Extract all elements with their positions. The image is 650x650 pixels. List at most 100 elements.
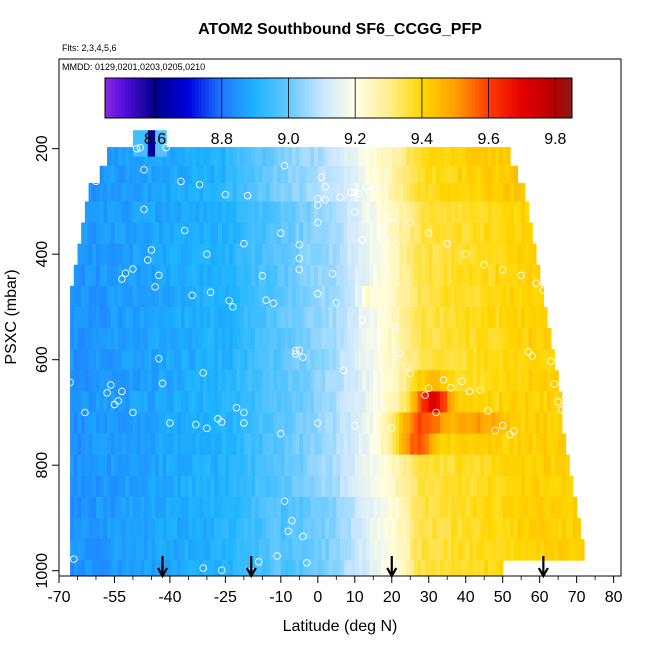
sample-marker bbox=[532, 279, 540, 287]
heatmap-cell bbox=[406, 147, 411, 167]
heatmap-cell bbox=[95, 370, 101, 392]
sample-marker bbox=[351, 421, 359, 430]
colorbar-swatch bbox=[208, 78, 213, 118]
heatmap-cell bbox=[73, 391, 79, 413]
heatmap-cell bbox=[110, 264, 116, 287]
heatmap-cell bbox=[236, 560, 241, 576]
colorbar-swatch bbox=[151, 78, 156, 118]
heatmap-cell bbox=[284, 165, 289, 184]
heatmap-cell bbox=[354, 222, 360, 245]
heatmap-cell bbox=[181, 182, 186, 202]
heatmap-cell bbox=[269, 412, 275, 435]
colorbar-swatch bbox=[531, 78, 536, 118]
heatmap-cell bbox=[251, 285, 256, 308]
heatmap-cell bbox=[81, 433, 86, 456]
heatmap-cell bbox=[521, 182, 526, 202]
heatmap-cell bbox=[465, 243, 471, 266]
heatmap-cell bbox=[336, 201, 341, 224]
heatmap-cell bbox=[550, 433, 556, 456]
heatmap-cell bbox=[340, 201, 345, 224]
heatmap-cell bbox=[336, 243, 341, 266]
heatmap-cell bbox=[395, 182, 400, 202]
heatmap-cell bbox=[221, 517, 226, 540]
heatmap-cell bbox=[262, 475, 267, 498]
plot-frame bbox=[58, 58, 622, 577]
sample-marker bbox=[147, 246, 156, 254]
heatmap-cell bbox=[269, 539, 275, 561]
heatmap-cell bbox=[288, 391, 293, 413]
heatmap-cell bbox=[155, 475, 160, 498]
heatmap-cell bbox=[162, 222, 167, 245]
heatmap-cell bbox=[388, 517, 393, 540]
heatmap-cell bbox=[203, 454, 208, 477]
heatmap-cell bbox=[498, 454, 504, 477]
heatmap-cell bbox=[280, 560, 286, 576]
heatmap-cell bbox=[288, 285, 293, 308]
heatmap-cell bbox=[469, 349, 474, 371]
heatmap-cell bbox=[325, 165, 330, 184]
heatmap-cell bbox=[491, 201, 496, 224]
heatmap-cell bbox=[454, 433, 459, 456]
heatmap-cell bbox=[306, 517, 312, 540]
heatmap-cell bbox=[103, 517, 108, 540]
heatmap-cell bbox=[325, 539, 330, 561]
heatmap-cell bbox=[144, 517, 149, 540]
heatmap-cell bbox=[103, 264, 108, 287]
heatmap-cell bbox=[325, 496, 330, 519]
heatmap-cell bbox=[325, 306, 330, 329]
heatmap-cell bbox=[476, 147, 482, 167]
heatmap-cell bbox=[413, 222, 419, 245]
heatmap-cell bbox=[458, 328, 463, 350]
heatmap-cell bbox=[502, 165, 507, 184]
heatmap-cell bbox=[432, 454, 437, 477]
heatmap-cell bbox=[288, 201, 293, 224]
heatmap-cell bbox=[284, 412, 289, 435]
heatmap-cell bbox=[558, 475, 563, 498]
heatmap-cell bbox=[450, 201, 456, 224]
heatmap-cell bbox=[476, 182, 482, 202]
heatmap-cell bbox=[70, 349, 75, 371]
heatmap-cell bbox=[203, 412, 208, 435]
heatmap-cell bbox=[236, 454, 241, 477]
heatmap-cell bbox=[354, 165, 360, 184]
heatmap-cell bbox=[473, 454, 478, 477]
heatmap-cell bbox=[107, 539, 112, 561]
heatmap-cell bbox=[132, 349, 138, 371]
heatmap-cell bbox=[388, 433, 393, 456]
heatmap-cell bbox=[251, 433, 256, 456]
heatmap-cell bbox=[465, 147, 471, 167]
heatmap-cell bbox=[447, 496, 452, 519]
heatmap-cell bbox=[103, 475, 108, 498]
heatmap-cell bbox=[399, 560, 404, 576]
heatmap-cell bbox=[395, 433, 400, 456]
heatmap-cell bbox=[107, 349, 112, 371]
heatmap-cell bbox=[269, 560, 275, 576]
heatmap-cell bbox=[469, 475, 474, 498]
heatmap-cell bbox=[184, 370, 190, 392]
heatmap-cell bbox=[103, 433, 108, 456]
heatmap-cell bbox=[528, 454, 533, 477]
heatmap-cell bbox=[258, 243, 263, 266]
heatmap-cell bbox=[376, 433, 382, 456]
heatmap-cell bbox=[443, 165, 448, 184]
heatmap-cell bbox=[136, 539, 141, 561]
heatmap-cell bbox=[188, 201, 193, 224]
heatmap-cell bbox=[221, 264, 226, 287]
heatmap-cell bbox=[92, 182, 97, 202]
heatmap-cell bbox=[554, 433, 559, 456]
heatmap-cell bbox=[362, 222, 367, 245]
colorbar-swatch bbox=[495, 78, 500, 118]
heatmap-cell bbox=[421, 243, 426, 266]
heatmap-cell bbox=[402, 454, 408, 477]
heatmap-cell bbox=[432, 370, 437, 392]
heatmap-cell bbox=[436, 412, 441, 435]
colorbar-swatch bbox=[271, 78, 276, 118]
heatmap-cell bbox=[169, 560, 175, 576]
heatmap-cell bbox=[406, 454, 411, 477]
heatmap-cell bbox=[513, 165, 519, 184]
heatmap-cell bbox=[469, 285, 474, 308]
heatmap-cell bbox=[517, 475, 522, 498]
heatmap-cell bbox=[406, 222, 411, 245]
heatmap-cell bbox=[206, 370, 212, 392]
heatmap-cell bbox=[354, 370, 360, 392]
